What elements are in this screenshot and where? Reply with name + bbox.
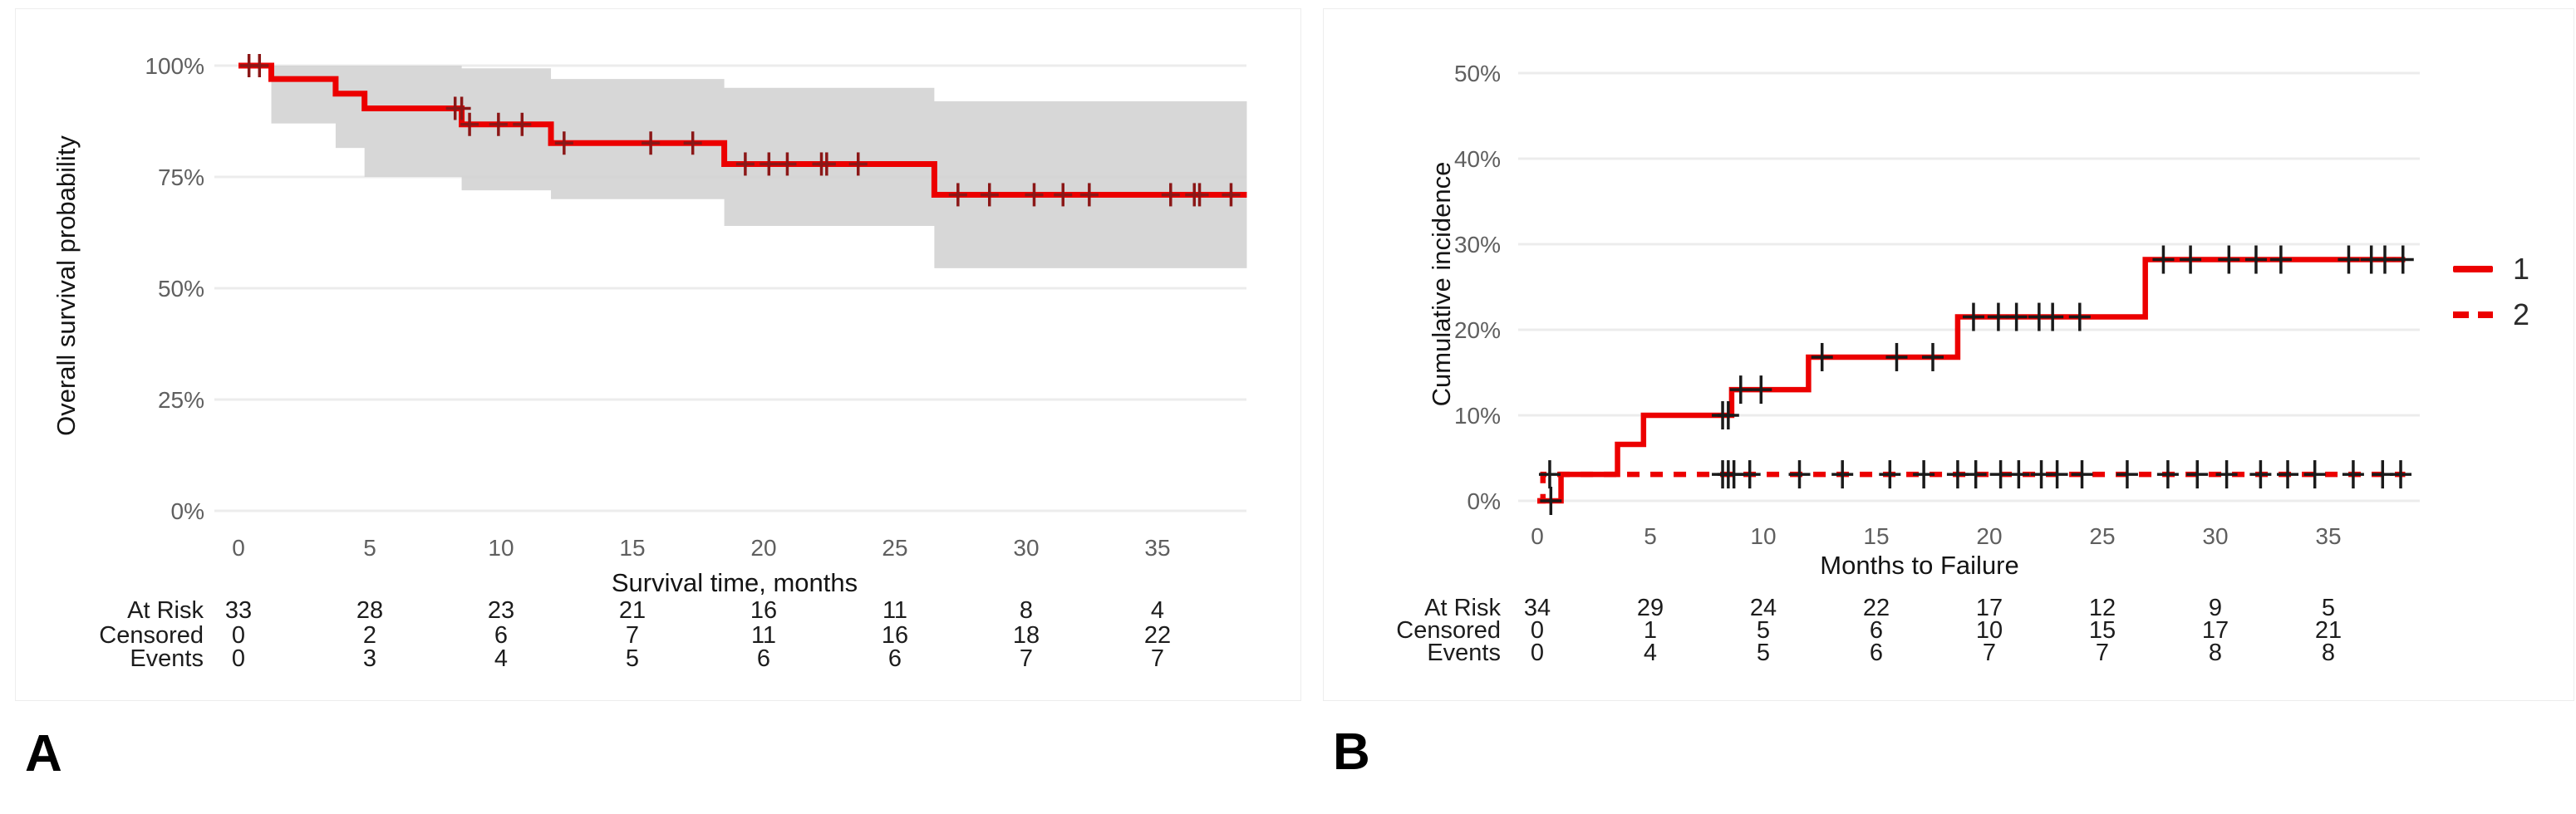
risk-table-row-label: At Risk [127,597,204,624]
risk-table-value: 6 [1869,640,1884,666]
risk-table-value: 8 [2208,640,2223,666]
risk-table-value: 4 [494,645,509,672]
risk-table-value: 7 [625,622,640,649]
y-tick-label: 30% [1454,232,1501,257]
risk-table-value: 16 [881,622,909,649]
risk-table-value: 0 [1530,617,1545,644]
legend-entry-group-1: 1 [2453,252,2530,286]
x-tick-label: 35 [1144,535,1170,561]
risk-table-value: 12 [2088,595,2116,621]
x-tick-label: 30 [1013,535,1039,561]
risk-table-value: 0 [231,622,246,649]
risk-table-value: 16 [750,597,778,624]
risk-table-value: 23 [487,597,515,624]
risk-table-value: 4 [1150,597,1165,624]
survival-step-curve [1537,471,2406,504]
risk-table-value: 1 [1643,617,1658,644]
x-tick-label: 10 [488,535,514,561]
y-tick-label: 10% [1454,403,1501,429]
y-tick-label: 100% [145,53,204,79]
risk-table-value: 11 [882,597,908,624]
risk-table-value: 21 [2314,617,2342,644]
x-tick-label: 0 [1531,523,1544,549]
risk-table-value: 6 [494,622,509,649]
risk-table-row-label: Events [130,645,204,672]
risk-table-value: 7 [1019,645,1034,672]
x-tick-label: 15 [619,535,645,561]
risk-table-value: 24 [1749,595,1777,621]
risk-table-value: 17 [2201,617,2229,644]
risk-table-value: 5 [1756,617,1771,644]
x-tick-label: 5 [363,535,376,561]
y-axis-title-overall-survival: Overall survival probability [52,135,81,436]
y-tick-label: 75% [158,164,204,190]
risk-table-row-label: Censored [1396,617,1501,644]
y-tick-label: 0% [171,498,204,524]
x-tick-label: 0 [232,535,245,561]
risk-table-value: 5 [625,645,640,672]
risk-table-value: 34 [1523,595,1551,621]
risk-table-value: 8 [2321,640,2336,666]
y-tick-label: 50% [1454,61,1501,86]
risk-table-value: 8 [1019,597,1034,624]
x-tick-label: 15 [1863,523,1889,549]
x-tick-label: 20 [1976,523,2002,549]
risk-table-value: 6 [1869,617,1884,644]
risk-table-value: 7 [1982,640,1997,666]
risk-table-value: 10 [1975,617,2003,644]
risk-table-value: 15 [2088,617,2116,644]
risk-table-row-label: At Risk [1424,595,1501,621]
survival-step-curve [1537,257,2406,504]
risk-table-value: 5 [2321,595,2336,621]
legend-entry-group-2: 2 [2453,297,2530,331]
risk-table-value: 11 [750,622,777,649]
risk-table-value: 22 [1143,622,1172,649]
risk-table-value: 28 [356,597,384,624]
risk-table-value: 9 [2208,595,2223,621]
x-tick-label: 10 [1750,523,1776,549]
risk-table-value: 22 [1862,595,1890,621]
x-axis-title-survival-time: Survival time, months [611,568,858,597]
risk-table-value: 5 [1756,640,1771,666]
risk-table-value: 17 [1975,595,2003,621]
y-tick-label: 50% [158,276,204,302]
y-axis-title-cumulative-incidence: Cumulative incidence [1427,161,1456,407]
risk-table-value: 7 [2095,640,2110,666]
risk-table-value: 33 [224,597,253,624]
risk-table-value: 2 [362,622,377,649]
x-tick-label: 5 [1644,523,1657,549]
risk-table-value: 6 [756,645,771,672]
risk-table-value: 3 [362,645,377,672]
risk-table-value: 21 [618,597,646,624]
risk-table-value: 7 [1150,645,1165,672]
panel-label-B: B [1333,723,1370,781]
legend-dashed-line-icon [2453,311,2493,318]
y-tick-label: 0% [1467,488,1501,514]
risk-table-row-label: Events [1427,640,1501,666]
risk-table-value: 0 [1530,640,1545,666]
risk-table-value: 6 [887,645,902,672]
y-tick-label: 40% [1454,146,1501,172]
legend-solid-line-icon [2453,266,2493,272]
x-tick-label: 20 [750,535,776,561]
risk-table-value: 4 [1643,640,1658,666]
legend-label-group-2: 2 [2513,297,2530,331]
plots-canvas: 0% 25% 50% 75% 100% 0 5 10 15 20 25 30 35 0% 10% 20% 30%… [145,53,2420,561]
x-axis-title-months-to-failure: Months to Failure [1820,551,2019,580]
y-tick-label: 20% [1454,317,1501,343]
risk-table-value: 18 [1012,622,1040,649]
risk-table-value: 29 [1636,595,1664,621]
risk-table-row-label: Censored [99,622,204,649]
x-tick-label: 35 [2315,523,2341,549]
x-tick-label: 25 [2089,523,2115,549]
risk-table-value: 0 [231,645,246,672]
x-tick-label: 25 [882,535,907,561]
y-tick-label: 25% [158,387,204,413]
x-tick-label: 30 [2202,523,2228,549]
legend-label-group-1: 1 [2513,252,2530,286]
panel-label-A: A [25,725,62,782]
